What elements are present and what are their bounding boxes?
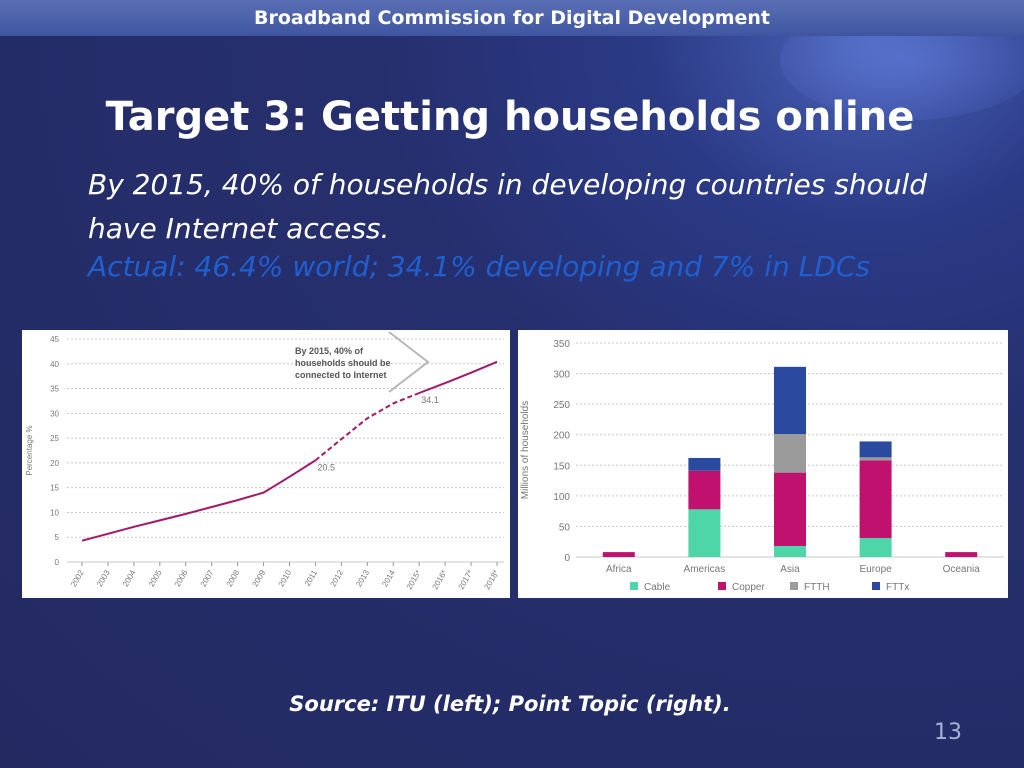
x-tick-label: 2014: [380, 568, 397, 588]
x-tick-label: 2006: [173, 568, 190, 588]
annotation-arrow: [388, 331, 430, 393]
x-tick-label: 2017*: [457, 569, 475, 592]
y-tick-label: 300: [553, 370, 570, 381]
bar-segment-copper: [945, 552, 978, 557]
legend-label: Cable: [644, 582, 671, 593]
bar-segment-copper: [774, 472, 806, 546]
y-tick-label: 30: [50, 409, 59, 418]
x-tick-label: 2008: [225, 568, 242, 588]
x-tick-label: Africa: [606, 564, 632, 575]
y-tick-label: 20: [50, 459, 59, 468]
bar-segment-fttx: [688, 457, 721, 471]
page-number: 13: [934, 720, 962, 745]
bar-segment-cable: [859, 538, 892, 557]
x-tick-label: 2011: [303, 568, 320, 588]
series-line-actual: [81, 459, 316, 542]
series-line-forecast: [418, 360, 498, 394]
stacked-bar-chart: 0 50 100 150 200 250 300 350 Millions of househo…: [520, 339, 1004, 593]
legend-swatch: [718, 582, 726, 590]
x-tick-label: 2004: [121, 568, 138, 588]
x-tick-label: 2015*: [405, 569, 423, 592]
slide-title: Target 3: Getting households online: [105, 94, 915, 140]
data-label: 20.5: [317, 462, 335, 472]
bar-segment-cable: [688, 509, 721, 557]
x-tick-label: Oceania: [943, 564, 981, 575]
legend-label: FTTx: [886, 582, 909, 593]
y-tick-label: 100: [553, 492, 570, 503]
x-tick-label: 2018*: [482, 569, 500, 592]
actual-figures: Actual: 46.4% world; 34.1% developing an…: [88, 250, 870, 283]
legend-swatch: [630, 582, 638, 590]
x-tick-label: 2013: [354, 568, 371, 588]
x-tick-label: Europe: [859, 564, 892, 575]
x-tick-label: Asia: [780, 564, 800, 575]
source-note: Source: ITU (left); Point Topic (right).: [289, 692, 731, 716]
x-tick-label: Americas: [684, 564, 726, 575]
x-tick-label: 2007: [199, 568, 216, 588]
y-tick-label: 250: [553, 400, 570, 411]
y-tick-label: 350: [553, 339, 570, 350]
slide-subtitle: By 2015, 40% of households in developing…: [88, 168, 927, 245]
y-tick-label: 15: [50, 484, 59, 493]
legend-swatch: [872, 582, 880, 590]
header-bar: Broadband Commission for Digital Develop…: [0, 0, 1024, 36]
bar-segment-copper: [688, 470, 721, 510]
data-label: 34.1: [421, 395, 439, 405]
bar-segment-copper: [602, 552, 635, 557]
y-tick-label: 150: [553, 461, 570, 472]
annotation-text: By 2015, 40% of: [295, 346, 364, 356]
y-tick-label: 0: [55, 558, 60, 567]
bar-chart-panel: 0 50 100 150 200 250 300 350 Millions of househo…: [518, 330, 1008, 598]
x-tick-label: 2002: [69, 568, 86, 588]
x-tick-label: 2012: [328, 568, 345, 588]
y-tick-label: 45: [50, 335, 59, 344]
y-tick-label: 40: [50, 360, 59, 369]
y-tick-label: 50: [559, 522, 571, 533]
bar-segment-ftth: [859, 457, 892, 461]
bar-segment-fttx: [859, 441, 892, 458]
y-tick-label: 0: [564, 553, 570, 564]
bar-segment-cable: [774, 545, 806, 557]
y-tick-label: 200: [553, 431, 570, 442]
x-tick-label: 2016*: [431, 569, 449, 592]
legend-swatch: [790, 582, 798, 590]
bar-segment-ftth: [774, 434, 806, 473]
y-tick-label: 25: [50, 434, 59, 443]
annotation-text: connected to Internet: [295, 370, 387, 380]
bar-segment-fttx: [774, 366, 806, 435]
x-tick-label: 2005: [147, 568, 164, 588]
x-tick-label: 2003: [95, 568, 112, 588]
y-tick-label: 10: [50, 508, 59, 517]
x-tick-label: 2009: [251, 568, 268, 588]
line-chart: 0 5 10 15 20 25 30 35 40 45 Percentage % 2002 2003 20…: [25, 331, 504, 592]
y-tick-label: 5: [55, 533, 60, 542]
y-axis-label: Millions of households: [520, 401, 531, 499]
legend-label: FTTH: [804, 582, 830, 593]
y-axis-label: Percentage %: [25, 425, 34, 475]
y-tick-label: 35: [50, 385, 59, 394]
line-chart-panel: 0 5 10 15 20 25 30 35 40 45 Percentage % 2002 2003 20…: [22, 330, 510, 598]
header-org: Broadband Commission for Digital Develop…: [253, 7, 771, 29]
legend-label: Copper: [732, 582, 765, 593]
series-line-projected: [314, 392, 420, 462]
annotation-text: households should be: [295, 358, 391, 368]
bar-segment-copper: [859, 460, 892, 539]
x-tick-label: 2010: [277, 568, 294, 588]
